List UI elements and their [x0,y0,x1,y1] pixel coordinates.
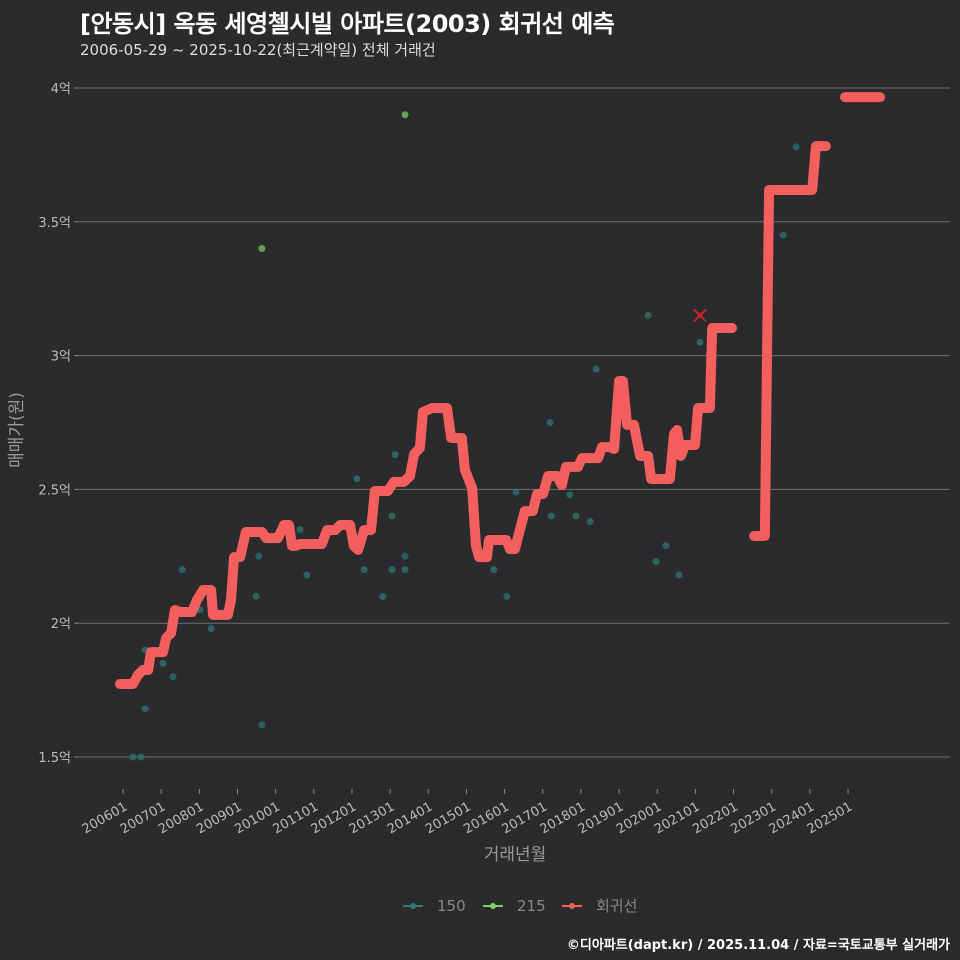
y-tick-label: 3.5억 [38,216,71,231]
legend-dot-icon [569,903,575,909]
data-point-150 [503,592,511,600]
data-point-150 [258,721,266,729]
legend-item-0: 150 [403,897,466,915]
data-point-150 [255,552,263,560]
y-tick-label: 1.5억 [38,751,71,766]
data-point-150 [592,365,600,373]
data-point-150 [169,673,177,681]
data-point-150 [296,526,304,534]
x-axis-label: 거래년월 [484,845,547,865]
legend: 150 215 회귀선 [403,897,637,915]
footer-credit: ©디아파트(dapt.kr) / 2025.11.04 / 자료=국토교통부 실… [566,938,950,953]
regression-line-segment [114,323,738,689]
data-point-150 [547,512,555,520]
data-point-150 [644,311,652,319]
data-point-150 [388,512,396,520]
data-point-150 [652,558,660,566]
x-axis-ticks: 2006012007012008012009012010012011012012… [80,789,855,837]
legend-item-1: 215 [483,897,546,915]
data-point-150 [391,451,399,459]
legend-dot-icon [410,903,416,909]
data-point-150 [546,419,554,426]
y-tick-label: 2억 [51,617,71,632]
data-point-150 [129,753,137,761]
regression-line-segment [749,141,831,541]
data-point-150 [792,143,800,151]
data-point-150 [675,571,683,579]
legend-label: 회귀선 [596,897,637,915]
chart-marks [114,92,886,761]
data-point-150 [360,566,368,574]
data-point-150 [401,566,409,574]
chart-title: [안동시] 옥동 세영첼시빌 아파트(2003) 회귀선 예측 [80,10,615,38]
y-axis-ticks: 1.5억 2억 2.5억 3억 3.5억 4억 [38,82,78,766]
data-point-150 [586,518,594,526]
data-point-150 [178,566,186,574]
data-point-150 [779,231,787,239]
data-point-150 [388,566,396,574]
data-point-150 [141,705,149,713]
data-point-215 [401,111,409,119]
data-point-150 [379,592,387,600]
data-point-150 [353,475,361,483]
outlier-x-marker [693,308,707,323]
data-point-150 [252,592,260,600]
legend-label: 150 [437,897,466,915]
outlier-point [696,312,703,319]
grid [78,87,950,758]
y-tick-label: 4억 [51,82,71,97]
legend-label: 215 [517,897,546,915]
legend-dot-icon [490,903,496,909]
data-point-150 [137,753,145,761]
data-point-150 [696,338,704,346]
data-point-150 [572,512,580,520]
data-point-150 [512,488,520,496]
y-tick-label: 3억 [51,350,71,365]
data-point-150 [207,625,215,633]
data-point-150 [490,566,498,574]
legend-item-2: 회귀선 [562,897,637,915]
y-axis-label: 매매가(원) [7,392,27,468]
data-point-150 [303,571,311,579]
data-point-150 [401,552,409,560]
data-point-215 [258,245,266,253]
data-point-150 [159,659,167,667]
data-point-150 [566,491,574,499]
y-tick-label: 2.5억 [38,483,71,498]
chart-subtitle: 2006-05-29 ~ 2025-10-22(최근계약일) 전체 거래건 [80,41,436,59]
data-point-150 [662,542,670,550]
